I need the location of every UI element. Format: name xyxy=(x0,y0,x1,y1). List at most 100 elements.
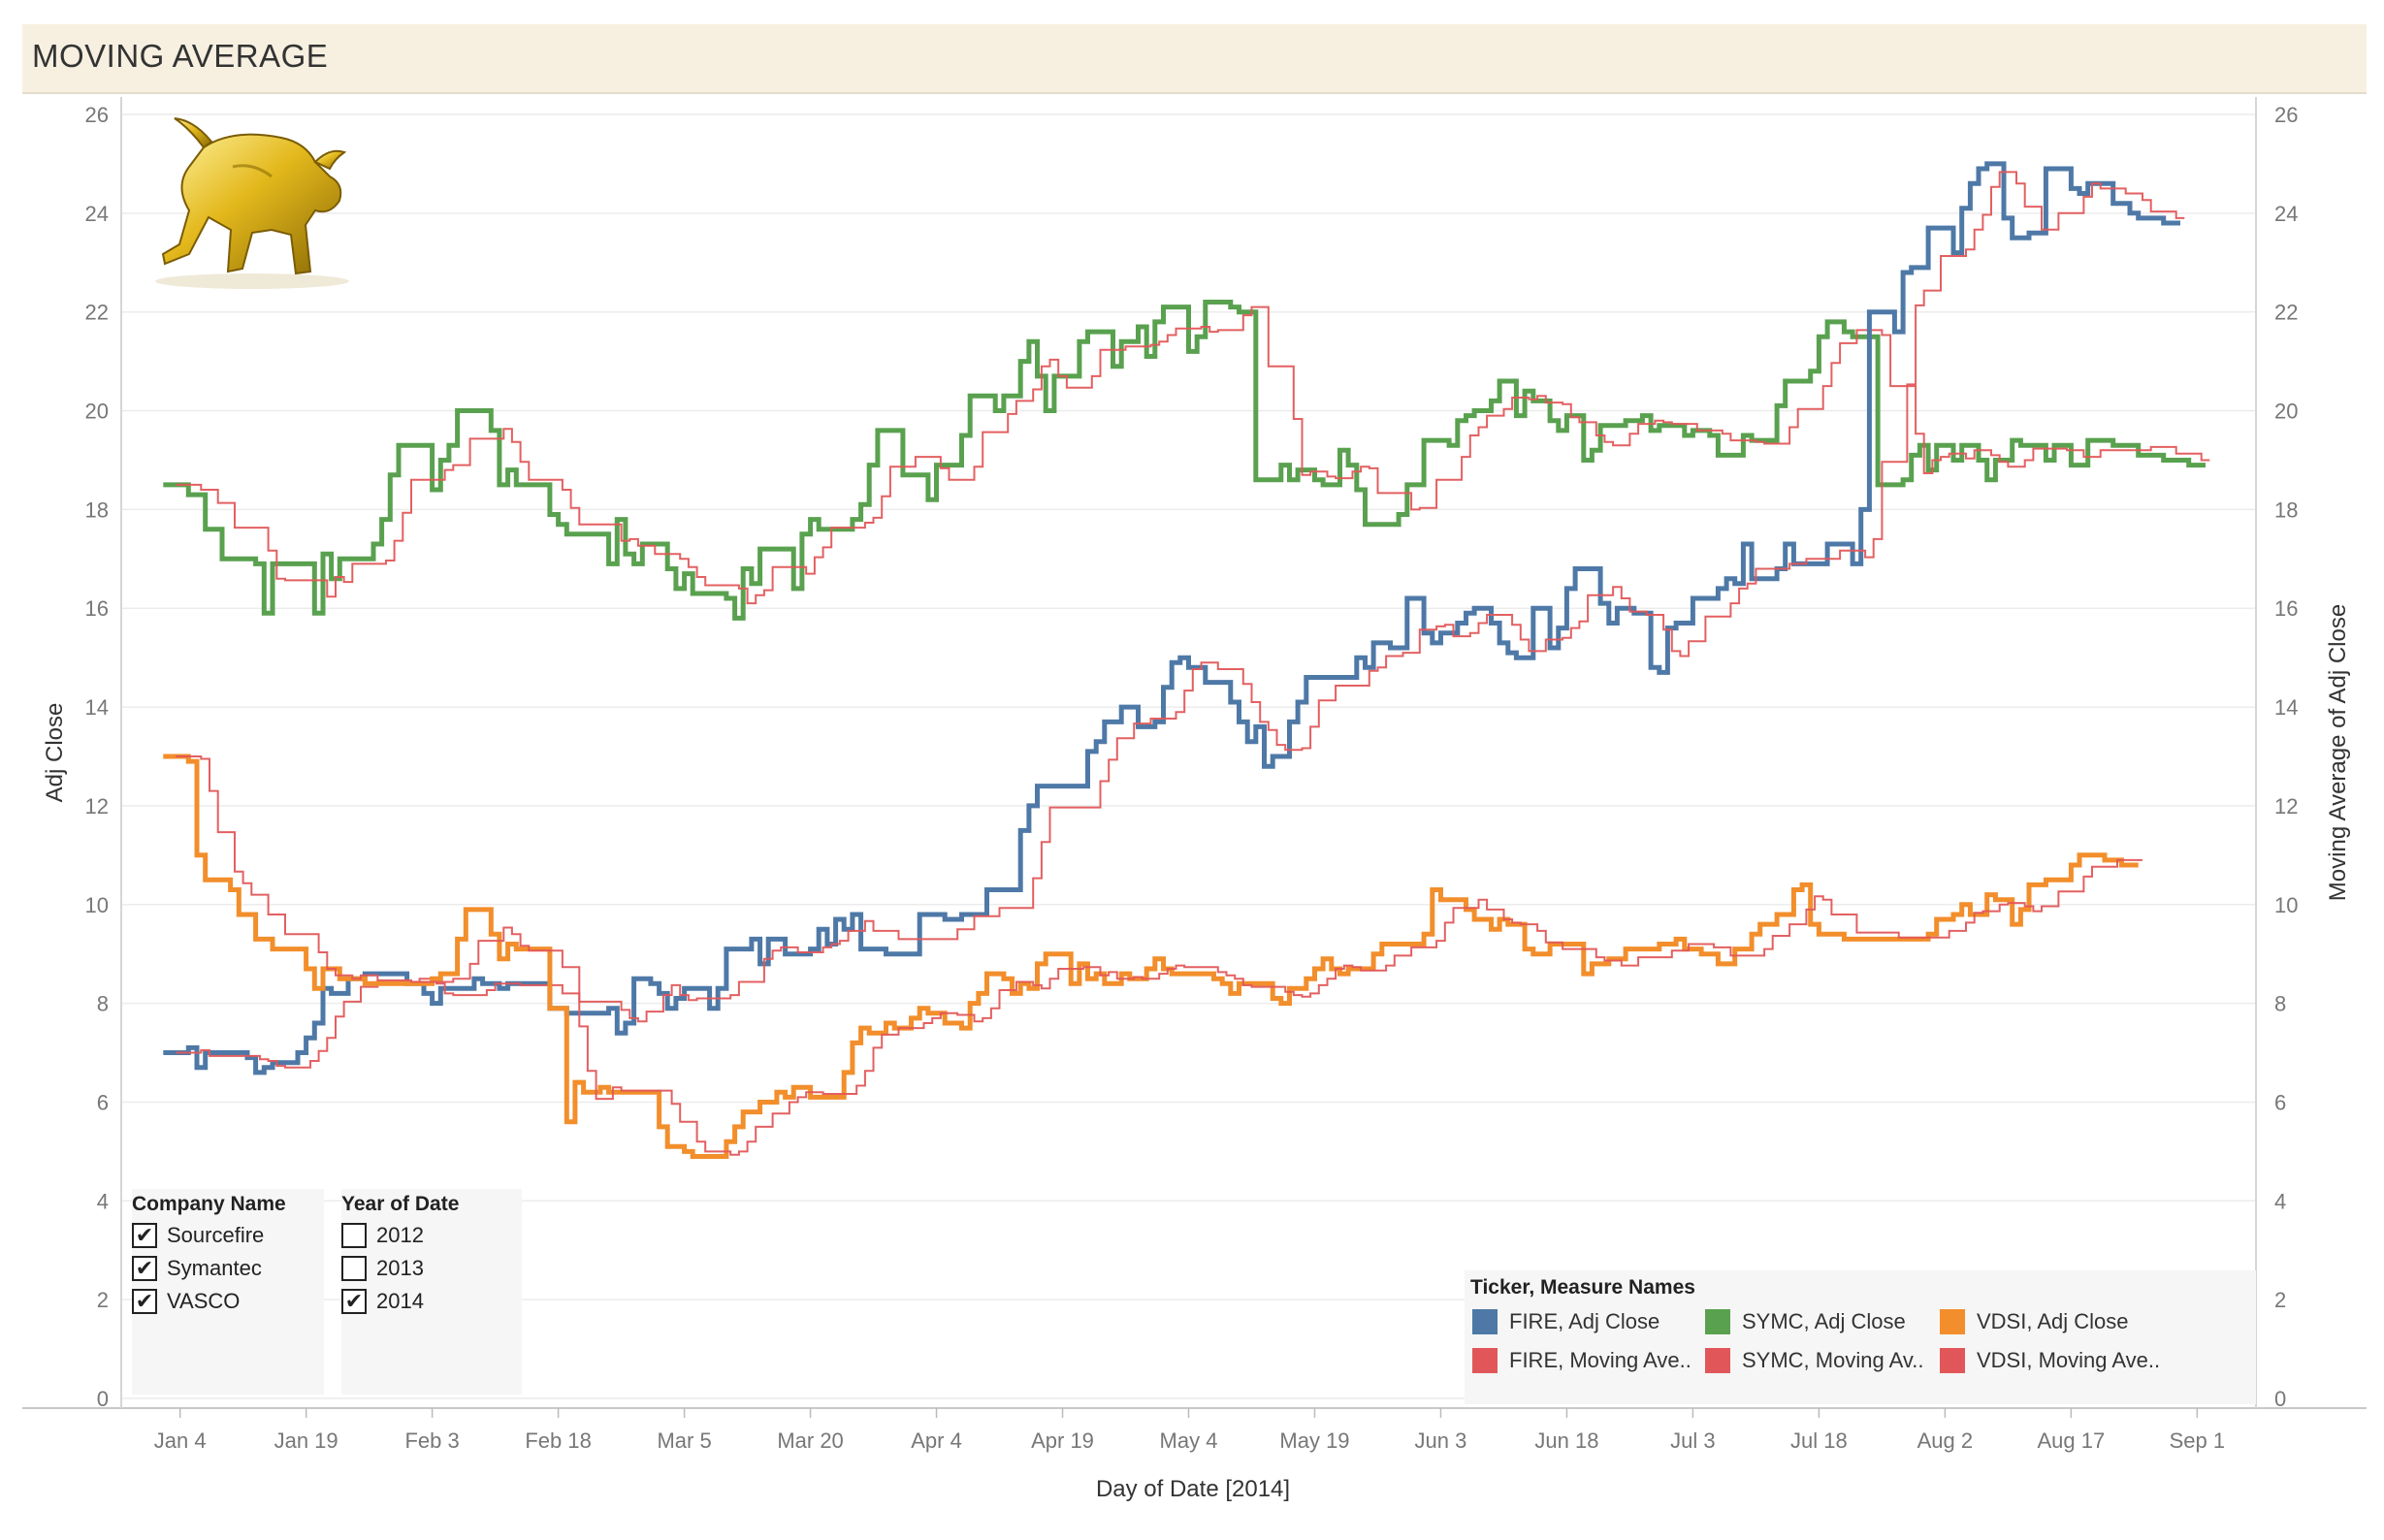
legend-swatch xyxy=(1705,1348,1730,1373)
x-tick-label: Jun 18 xyxy=(1534,1428,1598,1453)
x-tick-label: Jul 18 xyxy=(1790,1428,1848,1453)
y-tick-label: 4 xyxy=(97,1189,109,1213)
year-filter-item-2012[interactable]: 2012 xyxy=(341,1220,424,1251)
x-tick-label: Sep 1 xyxy=(2170,1428,2226,1453)
x-tick-label: Aug 17 xyxy=(2037,1428,2105,1453)
legend-swatch xyxy=(1705,1309,1730,1334)
dashboard-title-bar: MOVING AVERAGE xyxy=(22,24,2367,94)
series-line-symc-moving-average xyxy=(176,305,2210,605)
y2-tick-label: 6 xyxy=(2274,1090,2286,1114)
legend-item-vdsi-moving-average[interactable]: VDSI, Moving Ave.. xyxy=(1940,1348,2160,1373)
y2-tick-label: 20 xyxy=(2274,400,2298,424)
y2-tick-label: 14 xyxy=(2274,695,2298,720)
series-line-vdsi-adj-close xyxy=(163,754,2139,1159)
y2-tick-label: 10 xyxy=(2274,893,2298,917)
x-tick-label: Apr 19 xyxy=(1031,1428,1094,1453)
filter-item-label: 2012 xyxy=(376,1223,424,1247)
year-filter-item-2013[interactable]: 2013 xyxy=(341,1253,424,1284)
legend-swatch xyxy=(1472,1348,1498,1373)
x-tick-label: Mar 20 xyxy=(777,1428,843,1453)
y-tick-label: 16 xyxy=(85,596,109,621)
series-line-symc-adj-close xyxy=(163,300,2206,621)
checkbox[interactable]: ✔ xyxy=(132,1256,157,1281)
x-tick-label: Apr 4 xyxy=(911,1428,962,1453)
y2-tick-label: 2 xyxy=(2274,1288,2286,1312)
checkbox[interactable]: ✔ xyxy=(132,1289,157,1314)
y2-tick-label: 12 xyxy=(2274,794,2298,818)
axes xyxy=(22,97,2367,1418)
legend-swatch xyxy=(1940,1348,1965,1373)
series-line-fire-moving-average xyxy=(176,171,2185,1069)
y-tick-label: 0 xyxy=(97,1387,109,1411)
legend-label: VDSI, Moving Ave.. xyxy=(1977,1348,2161,1372)
golden-bull-icon xyxy=(155,117,349,289)
legend-item-fire-moving-average[interactable]: FIRE, Moving Ave.. xyxy=(1472,1348,1691,1373)
x-tick-label: Jul 3 xyxy=(1670,1428,1715,1453)
y-tick-label: 24 xyxy=(85,202,109,226)
y-tick-label: 18 xyxy=(85,497,109,522)
legend-label: SYMC, Moving Av.. xyxy=(1742,1348,1924,1372)
x-axis-title: Day of Date [2014] xyxy=(1096,1476,1290,1502)
y-tick-label: 22 xyxy=(85,301,109,325)
y-axis-title: Adj Close xyxy=(42,703,68,803)
year-filter-item-2014[interactable]: ✔ 2014 xyxy=(341,1286,424,1317)
y-tick-label: 14 xyxy=(85,695,109,720)
x-tick-label: May 4 xyxy=(1160,1428,1218,1453)
y2-tick-label: 26 xyxy=(2274,103,2298,127)
y-tick-label: 26 xyxy=(85,103,109,127)
filter-item-label: 2014 xyxy=(376,1289,424,1313)
company-filter-item-vasco[interactable]: ✔ VASCO xyxy=(132,1286,240,1317)
x-tick-label: Feb 18 xyxy=(525,1428,592,1453)
y-tick-label: 10 xyxy=(85,893,109,917)
x-tick-label: Mar 5 xyxy=(657,1428,711,1453)
legend-swatch xyxy=(1940,1309,1965,1334)
legend-item-fire-adj-close[interactable]: FIRE, Adj Close xyxy=(1472,1309,1659,1334)
legend-label: FIRE, Adj Close xyxy=(1509,1309,1660,1333)
y-tick-label: 2 xyxy=(97,1288,109,1312)
filter-item-label: 2013 xyxy=(376,1256,424,1280)
legend-item-symc-moving-average[interactable]: SYMC, Moving Av.. xyxy=(1705,1348,1923,1373)
company-filter-title: Company Name xyxy=(132,1193,286,1215)
series-line-vdsi-moving-average xyxy=(176,755,2142,1156)
y-tick-label: 20 xyxy=(85,400,109,424)
checkbox[interactable] xyxy=(341,1256,367,1281)
legend-label: VDSI, Adj Close xyxy=(1977,1309,2129,1333)
filter-item-label: VASCO xyxy=(167,1289,241,1313)
y2-tick-label: 22 xyxy=(2274,301,2298,325)
y2-tick-label: 16 xyxy=(2274,596,2298,621)
x-tick-label: Jan 4 xyxy=(154,1428,207,1453)
company-filter-panel: Company Name ✔ Sourcefire ✔ Symantec ✔ V… xyxy=(132,1189,324,1395)
x-tick-label: Aug 2 xyxy=(1917,1428,1974,1453)
checkbox[interactable]: ✔ xyxy=(132,1223,157,1248)
y-tick-label: 12 xyxy=(85,794,109,818)
filter-item-label: Symantec xyxy=(167,1256,262,1280)
y2-tick-label: 8 xyxy=(2274,992,2286,1016)
year-filter-title: Year of Date xyxy=(341,1193,460,1215)
checkbox[interactable] xyxy=(341,1223,367,1248)
company-filter-item-sourcefire[interactable]: ✔ Sourcefire xyxy=(132,1220,264,1251)
y2-tick-label: 4 xyxy=(2274,1189,2286,1213)
y-tick-label: 6 xyxy=(97,1090,109,1114)
y2-tick-label: 0 xyxy=(2274,1387,2286,1411)
y2-tick-label: 18 xyxy=(2274,497,2298,522)
x-tick-label: Feb 3 xyxy=(404,1428,459,1453)
y2-tick-label: 24 xyxy=(2274,202,2298,226)
legend-swatch xyxy=(1472,1309,1498,1334)
x-tick-label: Jan 19 xyxy=(274,1428,338,1453)
legend-label: FIRE, Moving Ave.. xyxy=(1509,1348,1691,1372)
series-layer xyxy=(163,161,2210,1159)
year-filter-panel: Year of Date 2012 2013 ✔ 2014 xyxy=(341,1189,522,1395)
x-tick-label: Jun 3 xyxy=(1415,1428,1467,1453)
x-tick-label: May 19 xyxy=(1279,1428,1349,1453)
y2-axis-title: Moving Average of Adj Close xyxy=(2325,604,2351,901)
dashboard-title: MOVING AVERAGE xyxy=(32,38,329,74)
y-tick-label: 8 xyxy=(97,992,109,1016)
checkbox[interactable]: ✔ xyxy=(341,1289,367,1314)
legend-label: SYMC, Adj Close xyxy=(1742,1309,1906,1333)
legend-item-vdsi-adj-close[interactable]: VDSI, Adj Close xyxy=(1940,1309,2129,1334)
filter-item-label: Sourcefire xyxy=(167,1223,265,1247)
company-filter-item-symantec[interactable]: ✔ Symantec xyxy=(132,1253,262,1284)
legend-item-symc-adj-close[interactable]: SYMC, Adj Close xyxy=(1705,1309,1906,1334)
